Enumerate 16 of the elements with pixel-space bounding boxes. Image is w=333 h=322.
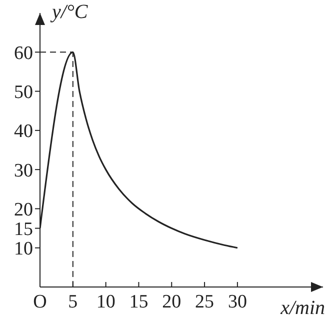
y-tick-label: 60: [14, 42, 33, 64]
y-tick-label: 10: [14, 238, 33, 260]
x-tick-label: 20: [162, 291, 182, 312]
y-axis-title: y/°C: [50, 1, 88, 23]
y-tick-label: 15: [14, 219, 33, 240]
x-axis-title: x/min: [280, 297, 325, 319]
x-tick-label: O: [33, 291, 47, 312]
x-tick-label: 15: [129, 291, 148, 312]
y-tick-label: 40: [14, 121, 33, 142]
x-tick-label: 25: [195, 291, 214, 312]
y-tick-label: 50: [14, 82, 33, 104]
y-tick-label: 30: [14, 160, 33, 182]
x-tick-label: 30: [228, 291, 247, 312]
x-tick-label: 10: [96, 291, 116, 312]
y-tick-label: 20: [14, 199, 33, 220]
x-tick-label: 5: [68, 291, 78, 312]
